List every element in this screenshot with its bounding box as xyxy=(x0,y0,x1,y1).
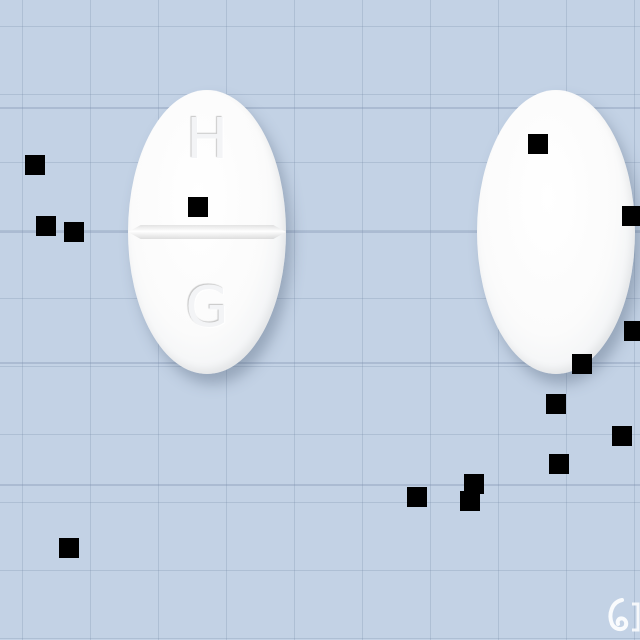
imprint-top: H xyxy=(185,107,229,172)
watermark-logo-icon xyxy=(608,598,640,632)
grid-line xyxy=(0,362,640,364)
marker xyxy=(464,474,484,494)
grid-line xyxy=(0,231,640,233)
marker xyxy=(612,426,632,446)
marker xyxy=(407,487,427,507)
marker xyxy=(188,197,208,217)
marker xyxy=(25,155,45,175)
marker xyxy=(624,321,640,341)
marker xyxy=(64,222,84,242)
grid-line xyxy=(0,107,640,109)
marker xyxy=(36,216,56,236)
marker xyxy=(549,454,569,474)
grid-line xyxy=(0,484,640,486)
marker xyxy=(546,394,566,414)
score-line xyxy=(128,225,286,239)
marker xyxy=(572,354,592,374)
marker xyxy=(528,134,548,154)
tablet-hg: H G xyxy=(128,90,286,374)
marker xyxy=(460,491,480,511)
imprint-bottom: G xyxy=(185,275,229,340)
marker xyxy=(622,206,640,226)
tablet-plain xyxy=(477,90,635,374)
marker xyxy=(59,538,79,558)
